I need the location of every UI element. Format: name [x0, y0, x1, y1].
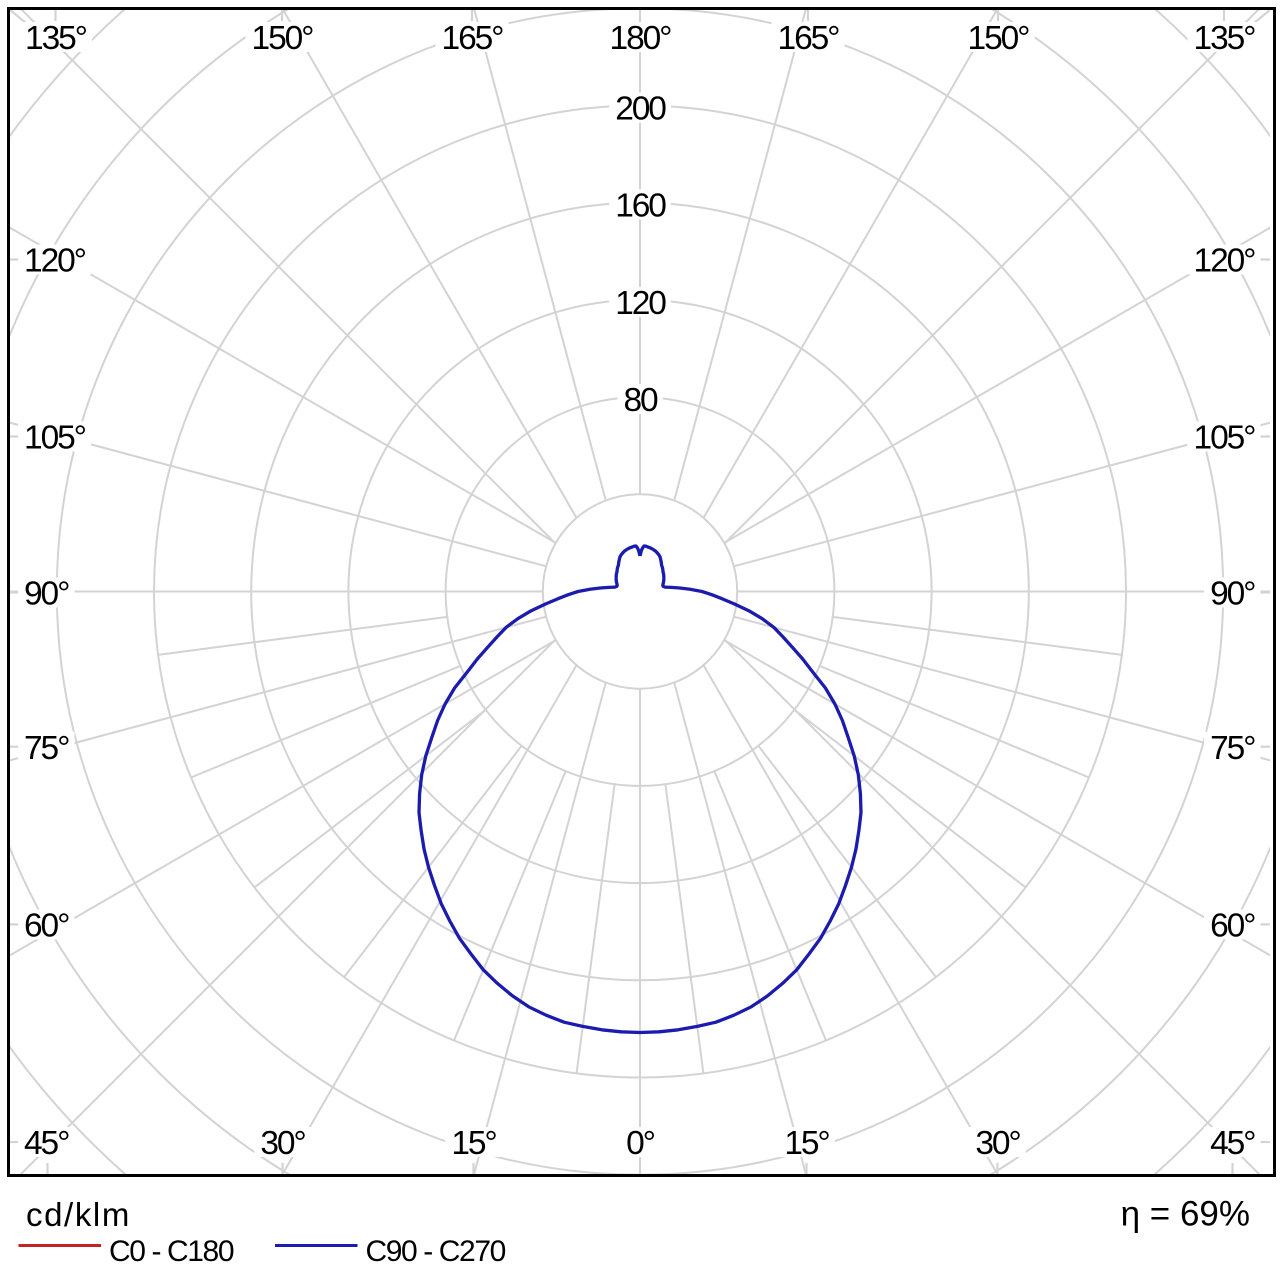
svg-text:105°: 105°: [1194, 420, 1256, 457]
svg-text:η = 69%: η = 69%: [1121, 1195, 1250, 1234]
svg-text:0°: 0°: [626, 1125, 655, 1162]
svg-text:80: 80: [623, 382, 658, 419]
svg-text:75°: 75°: [24, 730, 69, 767]
svg-text:45°: 45°: [24, 1125, 69, 1162]
svg-text:165°: 165°: [442, 20, 504, 57]
svg-text:135°: 135°: [1194, 20, 1256, 57]
svg-text:cd/klm: cd/klm: [26, 1196, 131, 1233]
svg-text:75°: 75°: [1210, 730, 1255, 767]
svg-text:180°: 180°: [610, 20, 672, 57]
svg-text:45°: 45°: [1210, 1125, 1255, 1162]
svg-text:200: 200: [615, 91, 666, 128]
svg-text:165°: 165°: [778, 20, 840, 57]
svg-text:30°: 30°: [975, 1125, 1020, 1162]
svg-text:90°: 90°: [24, 576, 69, 613]
svg-text:120°: 120°: [1194, 243, 1256, 280]
svg-text:135°: 135°: [25, 20, 87, 57]
svg-text:120°: 120°: [24, 243, 86, 280]
svg-text:150°: 150°: [252, 20, 314, 57]
svg-text:160: 160: [615, 188, 666, 225]
svg-text:C90 - C270: C90 - C270: [366, 1235, 506, 1268]
svg-text:C0 - C180: C0 - C180: [109, 1235, 234, 1268]
svg-text:120: 120: [615, 285, 666, 322]
svg-text:105°: 105°: [24, 420, 86, 457]
svg-text:90°: 90°: [1210, 576, 1255, 613]
svg-text:150°: 150°: [968, 20, 1030, 57]
svg-text:30°: 30°: [260, 1125, 305, 1162]
svg-text:15°: 15°: [451, 1125, 496, 1162]
svg-text:60°: 60°: [24, 908, 69, 945]
svg-text:15°: 15°: [784, 1125, 829, 1162]
svg-text:60°: 60°: [1210, 908, 1255, 945]
